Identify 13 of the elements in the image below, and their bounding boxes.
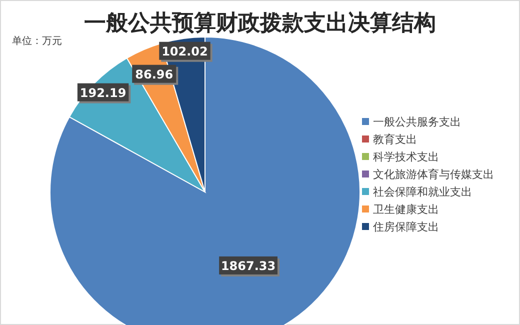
data-label: 86.96 [135,67,174,82]
legend-label: 住房保障支出 [373,220,439,234]
legend-label: 社会保障和就业支出 [373,186,472,198]
legend-label: 教育支出 [373,133,417,146]
legend-label: 文化旅游体育与传媒支出 [373,168,494,181]
chart-title: 一般公共预算财政拨款支出决算结构 [84,10,436,36]
data-label: 1867.33 [220,258,276,273]
legend-label: 卫生健康支出 [373,203,439,216]
data-label: 192.19 [80,86,126,100]
data-label: 102.02 [162,44,208,58]
legend-label: 一般公共服务支出 [373,116,461,128]
text: 单位：万元 [12,35,62,47]
legend-label: 科学技术支出 [373,150,439,164]
